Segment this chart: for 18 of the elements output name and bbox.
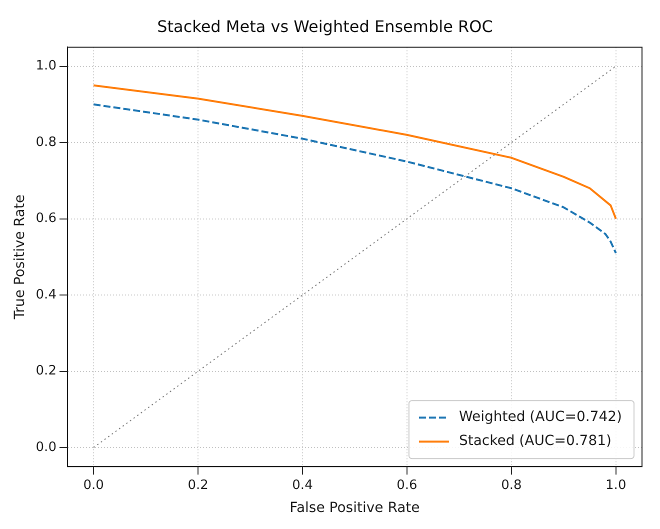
y-tick-label: 0.0 <box>36 440 56 455</box>
y-axis-title: True Positive Rate <box>12 194 28 320</box>
x-axis-title: False Positive Rate <box>290 500 420 516</box>
x-tick-label: 1.0 <box>606 478 626 493</box>
y-tick-label: 1.0 <box>36 58 56 74</box>
line-series <box>92 103 617 254</box>
legend-label: Weighted (AUC=0.742) <box>458 409 622 426</box>
y-tick-label: 0.6 <box>36 211 56 226</box>
y-tick-label: 0.4 <box>36 287 56 302</box>
x-tick-label: 0.0 <box>83 478 104 493</box>
x-tick-label: 0.4 <box>292 478 313 493</box>
x-tick-label: 0.6 <box>396 478 418 493</box>
x-tick-label: 0.2 <box>188 478 208 493</box>
x-tick-label: 0.8 <box>501 478 522 493</box>
y-tick-label: 0.8 <box>36 134 56 150</box>
chart-title: Stacked Meta vs Weighted Ensemble ROC <box>157 16 493 36</box>
y-tick-label: 0.2 <box>36 364 56 379</box>
legend-label: Stacked (AUC=0.781) <box>458 433 612 450</box>
